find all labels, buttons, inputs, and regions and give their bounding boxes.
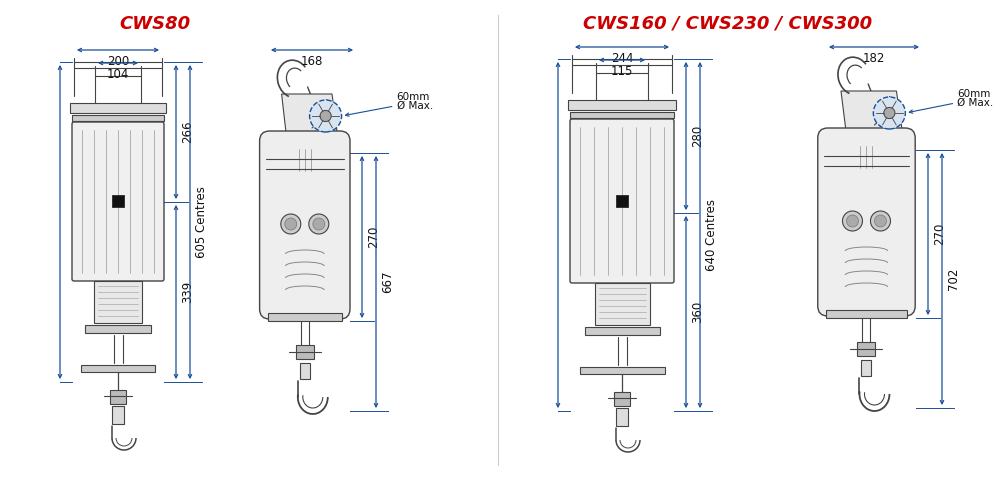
Bar [110,390,126,404]
Bar [826,310,907,318]
Bar [594,283,649,325]
Text: 702: 702 [947,268,960,290]
Bar [584,327,659,335]
Text: Ø Max.: Ø Max. [397,101,433,111]
Polygon shape [840,91,902,133]
Text: 266: 266 [181,121,194,143]
Bar [296,345,314,359]
Text: 640 Centres: 640 Centres [705,199,718,271]
Circle shape [313,218,325,230]
Text: 244: 244 [611,52,633,65]
Text: 667: 667 [381,271,394,293]
Text: 104: 104 [107,68,130,81]
Bar [81,365,156,372]
Bar [857,342,875,356]
Bar [72,115,164,121]
Text: 115: 115 [611,65,633,78]
Circle shape [281,214,301,234]
Bar [300,363,310,379]
Bar [861,360,871,376]
Text: 60mm: 60mm [397,92,430,102]
Text: 339: 339 [181,281,194,303]
Bar [268,313,342,321]
FancyBboxPatch shape [818,128,915,316]
Bar [112,406,124,424]
Text: 270: 270 [367,226,380,248]
Polygon shape [281,94,338,136]
Text: 280: 280 [691,125,704,147]
Bar [570,112,674,118]
Bar [616,408,628,426]
Bar [94,281,143,323]
Text: 605 Centres: 605 Centres [195,186,208,258]
FancyBboxPatch shape [72,122,164,281]
Text: 360: 360 [691,301,704,323]
Text: 270: 270 [933,223,946,245]
Circle shape [320,110,331,121]
Circle shape [310,100,342,132]
FancyBboxPatch shape [570,119,674,283]
Circle shape [873,97,905,129]
Bar [614,392,630,406]
Circle shape [285,218,297,230]
Circle shape [842,211,862,231]
Text: 200: 200 [107,55,130,68]
Text: 182: 182 [862,52,885,65]
Circle shape [309,214,329,234]
Bar [70,103,166,113]
Bar [568,100,676,110]
Bar [579,367,664,374]
Circle shape [846,215,858,227]
Text: 60mm: 60mm [957,89,991,99]
Bar [85,325,151,333]
Circle shape [883,108,895,119]
FancyBboxPatch shape [259,131,350,319]
Text: CWS80: CWS80 [120,15,190,33]
Text: Ø Max.: Ø Max. [957,98,994,108]
Text: CWS160 / CWS230 / CWS300: CWS160 / CWS230 / CWS300 [583,15,872,33]
Circle shape [874,215,886,227]
Circle shape [870,211,890,231]
Text: 168: 168 [301,55,323,68]
